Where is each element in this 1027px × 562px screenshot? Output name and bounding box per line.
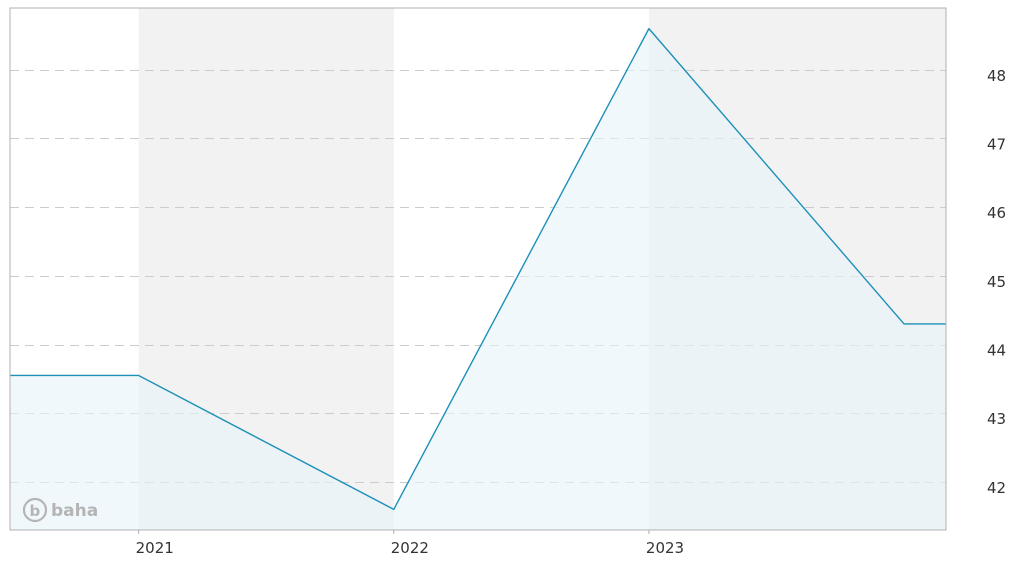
y-tick-label-44: 44: [987, 342, 1006, 360]
x-tick-label-2022: 2022: [391, 539, 429, 557]
baha-logo-text: baha: [51, 501, 98, 521]
x-tick-label-2021: 2021: [136, 539, 174, 557]
y-tick-label-43: 43: [987, 410, 1006, 428]
plot-frame: [9, 7, 947, 531]
x-axis-ticks: 2021 2022 2023: [136, 530, 684, 557]
series-line: [10, 27, 946, 511]
y-tick-label-47: 47: [987, 136, 1006, 154]
y-tick-label-42: 42: [987, 479, 1006, 497]
baha-logo: b baha: [22, 497, 98, 523]
y-axis-ticks: 42 43 44 45 46 47 48: [987, 67, 1006, 497]
series-area-fill: [10, 28, 946, 531]
x-tick-label-2023: 2023: [646, 539, 684, 557]
baha-logo-icon: [22, 497, 48, 523]
y-tick-label-46: 46: [987, 204, 1006, 222]
y-tick-label-48: 48: [987, 67, 1006, 85]
series-line-path: [10, 27, 946, 511]
y-tick-label-45: 45: [987, 273, 1006, 291]
baha-logo-initial: b: [30, 502, 41, 520]
series-area: [10, 28, 946, 531]
